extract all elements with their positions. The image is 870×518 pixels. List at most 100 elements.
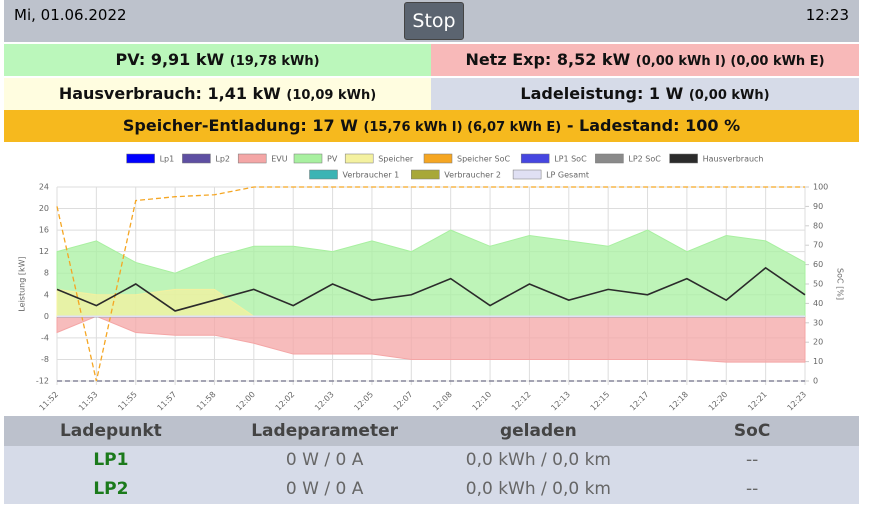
y-tick-label: -8 bbox=[41, 355, 49, 364]
time: 12:23 bbox=[805, 6, 849, 24]
storage-tile: Speicher-Entladung: 17 W (15,76 kWh I) (… bbox=[4, 110, 859, 142]
y2-tick-label: 70 bbox=[813, 241, 823, 250]
cell: 0 W / 0 A bbox=[285, 479, 364, 499]
y2-tick-label: 100 bbox=[813, 183, 828, 192]
cell: 0,0 kWh / 0,0 km bbox=[465, 479, 611, 499]
y-tick-label: 0 bbox=[44, 312, 49, 321]
header-cell: Ladepunkt bbox=[59, 421, 162, 441]
stop-button[interactable]: Stop bbox=[404, 2, 464, 40]
header-cell: geladen bbox=[499, 421, 577, 441]
tile-main: PV: 9,91 kW bbox=[115, 50, 225, 69]
area bbox=[56, 229, 806, 317]
x-tick-label: 12:03 bbox=[313, 390, 336, 413]
legend-label: LP2 SoC bbox=[628, 155, 661, 164]
table: Ladepunkt Ladeparameter geladen SoC LP1 … bbox=[4, 416, 859, 504]
legend-swatch bbox=[669, 153, 698, 164]
date: Mi, 01.06.2022 bbox=[14, 6, 127, 24]
legend-label: PV bbox=[327, 155, 338, 164]
pv-tile: PV: 9,91 kW (19,78 kWh) bbox=[4, 44, 431, 76]
legend-label: Lp2 bbox=[215, 155, 230, 164]
x-tick-label: 12:17 bbox=[628, 390, 651, 413]
tile-main: Speicher-Entladung: 17 W bbox=[122, 116, 358, 135]
cell: LP1 bbox=[93, 450, 129, 470]
y-tick-label: 4 bbox=[44, 290, 49, 299]
legend-swatch bbox=[411, 169, 440, 180]
x-tick-label: 12:08 bbox=[431, 390, 454, 413]
header-cell: Ladeparameter bbox=[251, 421, 399, 441]
x-tick-label: 11:57 bbox=[156, 390, 179, 413]
cell: -- bbox=[745, 450, 759, 470]
table-row: LP2 0 W / 0 A 0,0 kWh / 0,0 km -- bbox=[4, 475, 859, 504]
legend-label: EVU bbox=[271, 155, 288, 164]
x-tick-label: 12:23 bbox=[786, 390, 809, 413]
legend-label: LP1 SoC bbox=[554, 155, 587, 164]
y-tick-label: -12 bbox=[36, 377, 49, 386]
x-tick-label: 12:18 bbox=[667, 390, 690, 413]
header-cell: SoC bbox=[733, 421, 771, 441]
legend-label: Speicher bbox=[378, 155, 414, 164]
y2-tick-label: 0 bbox=[813, 377, 818, 386]
legend-swatch bbox=[237, 153, 267, 164]
y2-tick-label: 60 bbox=[813, 260, 823, 269]
tile-sub: (0,00 kWh I) (0,00 kWh E) bbox=[635, 54, 825, 69]
cell: -- bbox=[745, 479, 759, 499]
tile-sub: (15,76 kWh I) (6,07 kWh E) bbox=[363, 120, 562, 135]
x-tick-label: 12:12 bbox=[510, 390, 533, 413]
chart: -12 -8 -4 0 4 8 12 16 20 24 0 10 20 30 40 50 60 70 80 90 100… bbox=[18, 153, 845, 413]
y2-tick-label: 20 bbox=[813, 338, 823, 347]
x-tick-label: 11:55 bbox=[116, 390, 139, 413]
y2-tick-label: 80 bbox=[813, 221, 823, 230]
cell: 0 W / 0 A bbox=[285, 450, 364, 470]
x-tick-label: 12:15 bbox=[589, 390, 612, 413]
y2-axis-label: SoC [%] bbox=[836, 268, 845, 300]
table-row: LP1 0 W / 0 A 0,0 kWh / 0,0 km -- bbox=[4, 446, 859, 475]
y-tick-label: 12 bbox=[39, 247, 49, 256]
grid-tile: Netz Exp: 8,52 kW (0,00 kWh I) (0,00 kWh… bbox=[431, 44, 859, 76]
legend-swatch bbox=[293, 153, 323, 164]
tile-main: Ladeleistung: 1 W bbox=[520, 84, 684, 103]
x-tick-label: 12:05 bbox=[352, 390, 375, 413]
legend-swatch bbox=[595, 153, 624, 164]
legend-swatch bbox=[520, 153, 550, 164]
x-tick-label: 11:58 bbox=[195, 390, 218, 413]
y2-tick-label: 90 bbox=[813, 202, 823, 211]
x-tick-label: 12:20 bbox=[707, 390, 730, 413]
line bbox=[56, 266, 806, 312]
x-tick-label: 12:21 bbox=[746, 390, 769, 413]
x-tick-label: 12:02 bbox=[274, 390, 297, 413]
x-tick-label: 11:53 bbox=[77, 390, 100, 413]
legend-swatch bbox=[126, 153, 155, 164]
y-tick-label: -4 bbox=[41, 333, 49, 342]
y2-tick-label: 40 bbox=[813, 299, 823, 308]
house-tile: Hausverbrauch: 1,41 kW (10,09 kWh) bbox=[4, 78, 431, 110]
line bbox=[56, 186, 805, 382]
area bbox=[56, 315, 806, 363]
y2-tick-label: 30 bbox=[813, 318, 823, 327]
legend-swatch bbox=[512, 169, 542, 180]
y2-tick-label: 50 bbox=[813, 280, 823, 289]
tile-main: Netz Exp: 8,52 kW bbox=[465, 50, 631, 69]
y-tick-label: 8 bbox=[44, 269, 49, 278]
cell: LP2 bbox=[93, 479, 129, 499]
legend-label: Lp1 bbox=[160, 155, 175, 164]
x-tick-label: 12:10 bbox=[471, 390, 494, 413]
cell: 0,0 kWh / 0,0 km bbox=[465, 450, 611, 470]
legend-label: LP Gesamt bbox=[546, 171, 589, 180]
tile-sub: (19,78 kWh) bbox=[229, 54, 320, 69]
legend-swatch bbox=[309, 169, 338, 180]
x-tick-label: 11:52 bbox=[38, 390, 61, 413]
y-tick-label: 16 bbox=[39, 226, 49, 235]
legend-label: Verbraucher 2 bbox=[444, 171, 501, 180]
table-header: Ladepunkt Ladeparameter geladen SoC bbox=[4, 416, 859, 446]
tile-sub: (0,00 kWh) bbox=[688, 88, 770, 103]
legend-label: Verbraucher 1 bbox=[343, 171, 400, 180]
x-tick-label: 12:13 bbox=[549, 390, 572, 413]
legend-label: Hausverbrauch bbox=[703, 155, 764, 164]
x-tick-label: 12:07 bbox=[392, 390, 415, 413]
legend-swatch bbox=[423, 153, 453, 164]
x-tick-label: 12:00 bbox=[234, 390, 257, 413]
y-tick-label: 20 bbox=[39, 204, 49, 213]
tile-main: Hausverbrauch: 1,41 kW bbox=[58, 84, 281, 103]
tile-sub: (10,09 kWh) bbox=[286, 88, 377, 103]
